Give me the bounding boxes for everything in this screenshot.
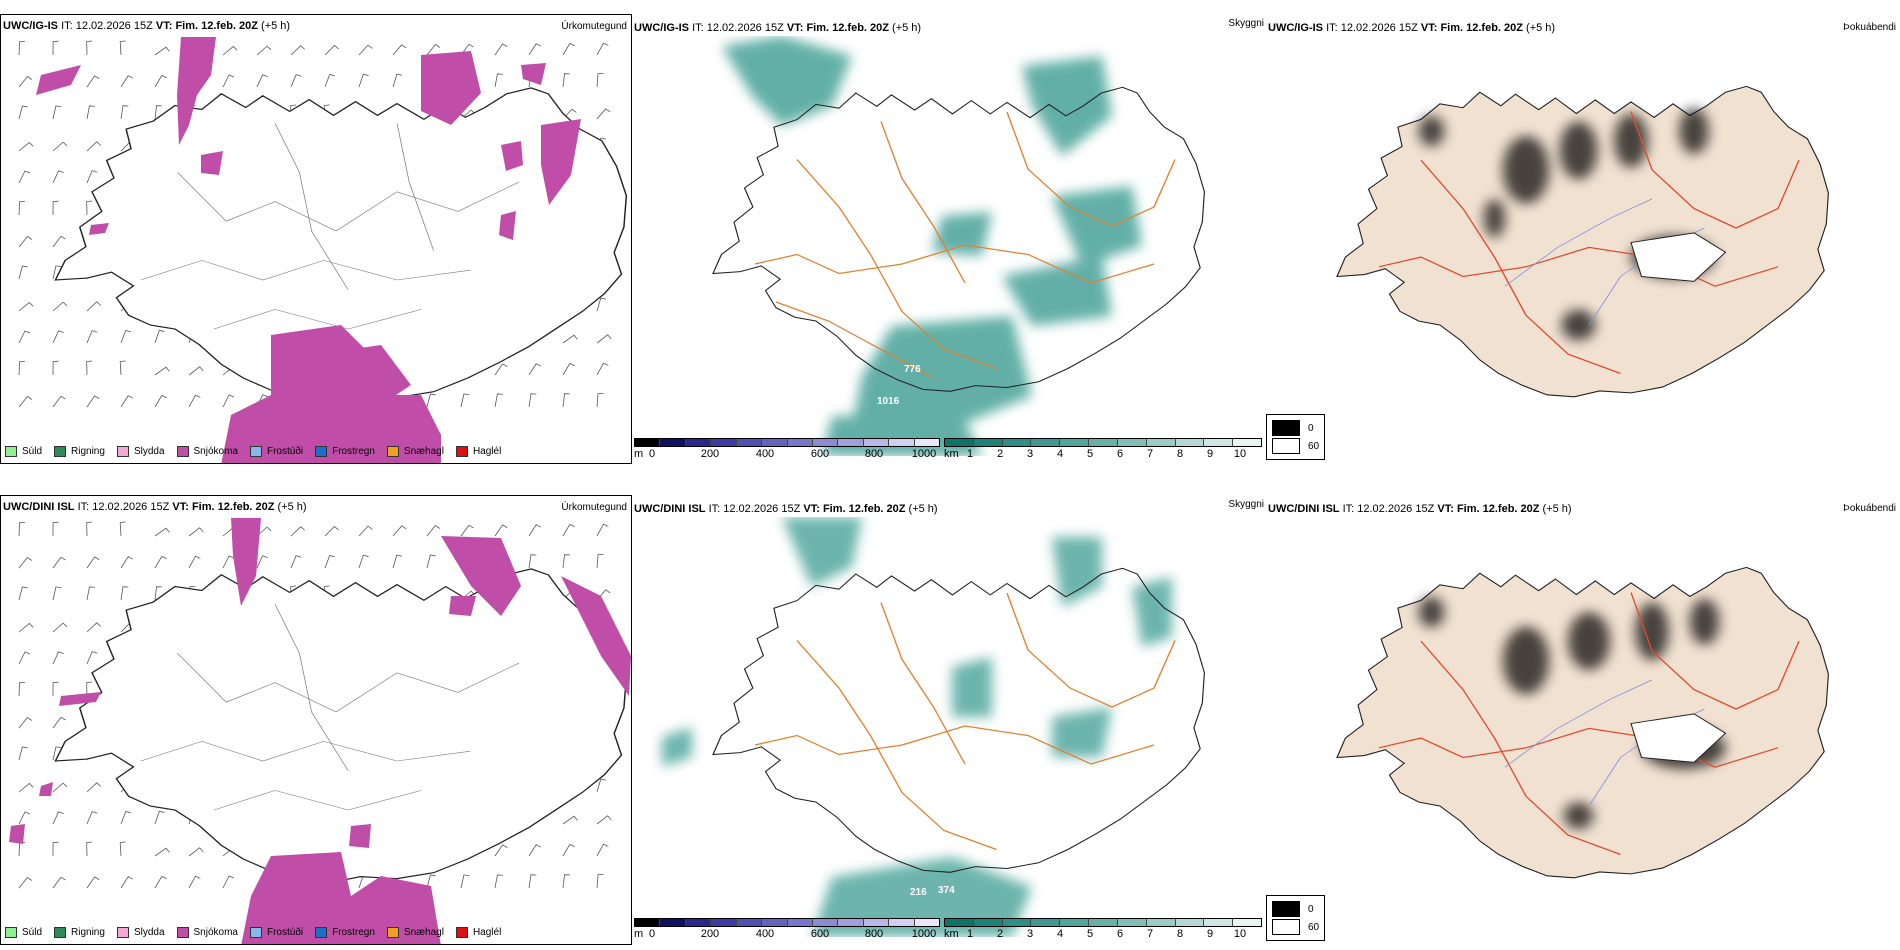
fog-legend-item: 60	[1272, 918, 1319, 936]
fog-legend: 0 60	[1266, 414, 1326, 460]
peak-labels: 86 48 1597 758 776 1016	[818, 120, 1185, 407]
height-colorbar: m 0 200 400 600 800 1000	[634, 918, 940, 941]
peak-labels: 480 776 216 374	[910, 611, 1104, 898]
legend-item: Slydda	[116, 446, 165, 457]
legend-item: Frostúði	[249, 446, 303, 457]
legend-item: Haglél	[455, 446, 501, 457]
precip-type-legend: Súld Rigning Slydda Snjókoma Frostúði Fr…	[5, 446, 513, 457]
panel-title: UWC/IG-IS IT: 12.02.2026 15Z VT: Fim. 12…	[1268, 22, 1556, 34]
legend-item: Súld	[5, 927, 42, 938]
svg-text:216: 216	[910, 887, 927, 898]
panel-corner-label: Skyggni	[1228, 499, 1264, 510]
svg-text:374: 374	[938, 885, 955, 896]
visibility-colorbar: km 1 2 3 4 5 6 7 8 9 10	[944, 438, 1262, 461]
legend-item: Rigning	[54, 446, 105, 457]
visibility-panel-bottom: UWC/DINI ISL IT: 12.02.2026 15Z VT: Fim.…	[632, 495, 1266, 945]
visibility-colorbar-swatches	[944, 438, 1262, 447]
panel-corner-label: Þokuábendi	[1843, 503, 1896, 514]
precip-type-legend: Súld Rigning Slydda Snjókoma Frostúði Fr…	[5, 927, 513, 938]
height-colorbar: m 0 200 400 600 800 1000	[634, 438, 940, 461]
fog-legend-item: 0	[1272, 419, 1319, 437]
svg-text:1597: 1597	[1162, 198, 1185, 209]
glacier-vatnajokull	[1630, 713, 1727, 763]
fog-panel-bottom: UWC/DINI ISL IT: 12.02.2026 15Z VT: Fim.…	[1266, 495, 1900, 945]
legend-item: Súld	[5, 446, 42, 457]
precip-map	[9, 518, 631, 944]
fog-panel-top: UWC/IG-IS IT: 12.02.2026 15Z VT: Fim. 12…	[1266, 14, 1900, 464]
panel-corner-label: Úrkomutegund	[561, 502, 627, 513]
legend-item: Slydda	[116, 927, 165, 938]
legend-item: Snjókoma	[176, 446, 238, 457]
panel-title: UWC/IG-IS IT: 12.02.2026 15Z VT: Fim. 12…	[634, 22, 922, 34]
svg-text:776: 776	[904, 364, 921, 375]
legend-item: Snæhagl	[386, 446, 444, 457]
legend-item: Haglél	[455, 927, 501, 938]
snowfall-areas	[36, 37, 581, 463]
legend-item: Frostregn	[315, 927, 375, 938]
panel-title: UWC/DINI ISL IT: 12.02.2026 15Z VT: Fim.…	[3, 501, 307, 513]
svg-text:86: 86	[818, 120, 830, 131]
panel-corner-label: Úrkomutegund	[561, 21, 627, 32]
visibility-map: 86 48 1597 758 776 1016	[712, 36, 1205, 456]
visibility-panel-top: UWC/IG-IS IT: 12.02.2026 15Z VT: Fim. 12…	[632, 14, 1266, 464]
svg-text:48: 48	[1072, 158, 1084, 169]
precip-type-panel-top: UWC/IG-IS IT: 12.02.2026 15Z VT: Fim. 12…	[0, 14, 632, 464]
legend-item: Rigning	[54, 927, 105, 938]
panel-title: UWC/IG-IS IT: 12.02.2026 15Z VT: Fim. 12…	[3, 20, 291, 32]
panel-title: UWC/DINI ISL IT: 12.02.2026 15Z VT: Fim.…	[1268, 503, 1572, 515]
fog-legend-item: 60	[1272, 437, 1319, 455]
precip-map	[18, 37, 628, 463]
legend-item: Frostregn	[315, 446, 375, 457]
road-network	[1378, 111, 1800, 375]
fog-map	[1336, 85, 1829, 398]
fog-legend: 0 60	[1266, 895, 1326, 941]
road-network	[754, 592, 1176, 851]
legend-item: Snjókoma	[176, 927, 238, 938]
panel-title: UWC/DINI ISL IT: 12.02.2026 15Z VT: Fim.…	[634, 503, 938, 515]
svg-text:776: 776	[1000, 697, 1017, 708]
fog-legend-item: 0	[1272, 900, 1319, 918]
low-visibility-areas	[662, 517, 1172, 937]
panel-corner-label: Þokuábendi	[1843, 22, 1896, 33]
road-network	[1378, 592, 1800, 856]
road-network	[754, 111, 1176, 379]
visibility-colorbar: km 1 2 3 4 5 6 7 8 9 10	[944, 918, 1262, 941]
snowfall-areas	[9, 518, 631, 944]
precip-type-panel-bottom: UWC/DINI ISL IT: 12.02.2026 15Z VT: Fim.…	[0, 495, 632, 945]
svg-text:1016: 1016	[877, 396, 900, 407]
legend-item: Frostúði	[249, 927, 303, 938]
height-colorbar-swatches	[634, 438, 940, 447]
fog-map	[1336, 566, 1829, 879]
glacier-vatnajokull	[1630, 232, 1727, 282]
visibility-map: 480 776 216 374	[662, 517, 1205, 937]
svg-text:758: 758	[990, 254, 1007, 265]
height-colorbar-swatches	[634, 918, 940, 927]
low-visibility-areas	[722, 36, 1142, 456]
visibility-colorbar-swatches	[944, 918, 1262, 927]
legend-item: Snæhagl	[386, 927, 444, 938]
svg-text:480: 480	[1087, 611, 1104, 622]
panel-corner-label: Skyggni	[1228, 18, 1264, 29]
